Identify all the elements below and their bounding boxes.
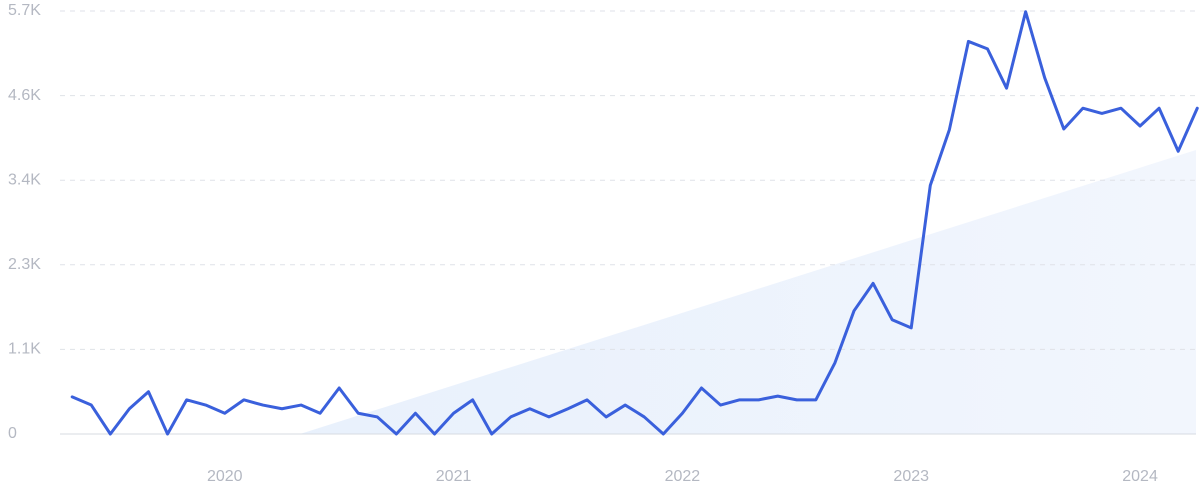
y-tick-label: 4.6K [8,87,41,104]
x-tick-label: 2023 [893,468,929,485]
y-tick-label: 5.7K [8,2,41,19]
y-tick-label: 0 [8,425,17,442]
x-tick-label: 2024 [1122,468,1158,485]
y-tick-label: 1.1K [8,341,41,358]
x-tick-label: 2022 [665,468,701,485]
trend-area [300,150,1196,434]
x-tick-label: 2020 [207,468,243,485]
data-line [70,10,1199,436]
y-tick-label: 2.3K [8,256,41,273]
y-tick-label: 3.4K [8,171,41,188]
x-tick-label: 2021 [436,468,472,485]
